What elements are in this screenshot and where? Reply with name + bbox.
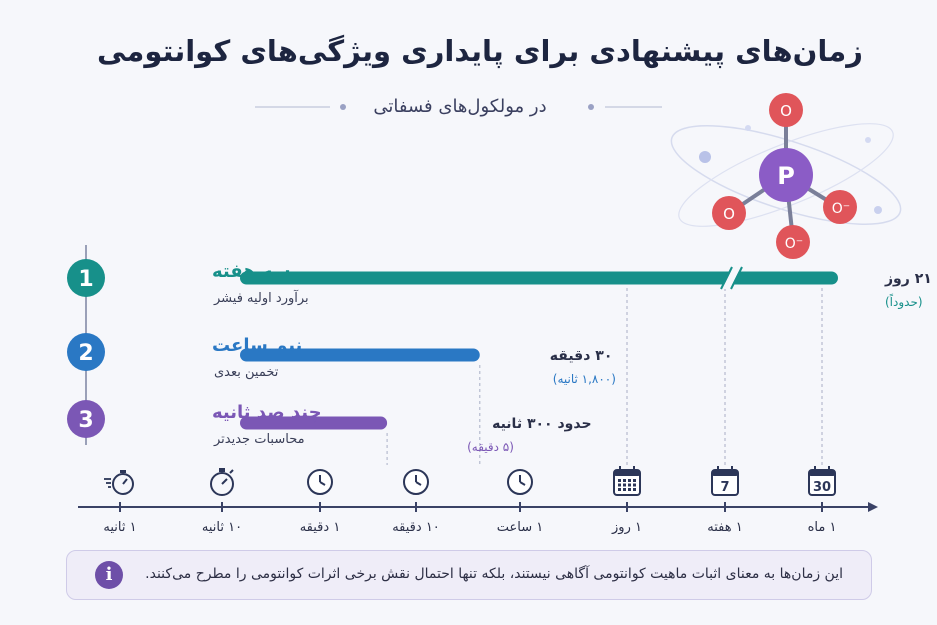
- disclaimer-box: i این زمان‌ها به معنای اثبات ماهیت کوانت…: [66, 550, 872, 600]
- molecule-oxygen-top-label: O: [780, 102, 792, 120]
- series-index-badge: [67, 333, 105, 371]
- series-value-sublabel: (۵ دقیقه): [467, 440, 514, 454]
- molecule-phosphorus-label: P: [777, 162, 795, 190]
- series-bar: [240, 348, 480, 362]
- stopwatch-icon: [210, 468, 234, 496]
- x-axis-arrow: [868, 502, 878, 512]
- series-name: سه هفته: [212, 261, 291, 282]
- x-axis-tick-label: ۱۰ دقیقه: [392, 520, 440, 535]
- phosphate-molecule-illustration: P O O O⁻ O⁻: [670, 93, 902, 259]
- calendar-icon: 30: [808, 466, 836, 496]
- series-value-sublabel: (حدوداً): [885, 293, 923, 310]
- series-labels: ۲۱ روز (حدوداً) 1 سه هفته برآورد اولیه فیشر ۳…: [67, 259, 932, 454]
- x-axis-tick-label: ۱ ماه: [808, 520, 837, 535]
- series-index-label: 3: [78, 408, 93, 433]
- axis-break-mark: [720, 266, 743, 290]
- series-name: نیم ساعت: [212, 335, 302, 356]
- series-index-label: 2: [78, 341, 93, 366]
- x-axis-tick-label: ۱ روز: [611, 520, 642, 535]
- tick-gridlines: [386, 288, 823, 465]
- series-index-label: 1: [78, 267, 93, 292]
- series-bar: [240, 416, 388, 430]
- series-index-badge: [67, 400, 105, 438]
- series-bar: [240, 271, 838, 285]
- series-index-badge: [67, 259, 105, 297]
- molecule-oxygen-left-label: O: [723, 205, 735, 223]
- calendar-icon-number: 30: [813, 480, 831, 495]
- disclaimer-text: این زمان‌ها به معنای اثبات ماهیت کوانتوم…: [145, 566, 843, 582]
- series-value-label: ۳۰ دقیقه: [550, 348, 613, 364]
- x-axis-tick-label: ۱ ثانیه: [103, 520, 136, 535]
- molecule-oxygen-right-label: O⁻: [832, 201, 850, 217]
- clock-icon: [507, 469, 533, 495]
- clock-icon: [307, 469, 333, 495]
- calendar-icon: [613, 466, 641, 496]
- x-axis-tick-label: ۱ هفته: [707, 520, 742, 535]
- x-axis-tick-label: ۱ ساعت: [497, 520, 544, 535]
- info-icon: i: [95, 561, 123, 589]
- molecule-oxygen-bottom-label: O⁻: [785, 236, 803, 252]
- x-axis-tick-label: ۱۰ ثانیه: [202, 520, 242, 535]
- series-value-label: ۲۱ روز: [884, 271, 932, 287]
- x-axis-ticks: ۱ ثانیه ۱۰ ثانیه ۱ دقیقه ۱۰ دقیقه ۱ ساعت ۱ رو…: [103, 466, 836, 535]
- series-value-sublabel: (۱,۸۰۰ ثانیه): [553, 372, 616, 386]
- series-note: تخمین بعدی: [214, 365, 279, 380]
- series-name: چند صد ثانیه: [212, 402, 322, 423]
- page-title: زمان‌های پیشنهادی برای پایداری ویژگی‌های…: [97, 34, 863, 68]
- series-bars: [240, 266, 838, 430]
- series-note: برآورد اولیه فیشر: [213, 289, 309, 306]
- calendar-icon-number: 7: [720, 480, 729, 495]
- series-value-label: حدود ۳۰۰ ثانیه: [492, 416, 591, 432]
- series-note: محاسبات جدیدتر: [213, 432, 305, 447]
- x-axis-tick-label: ۱ دقیقه: [300, 520, 341, 535]
- timer-icon: [104, 470, 134, 495]
- clock-icon: [403, 469, 429, 495]
- page-subtitle: در مولکول‌های فسفاتی: [373, 96, 547, 117]
- calendar-icon: 7: [711, 466, 739, 496]
- x-axis: [78, 502, 878, 512]
